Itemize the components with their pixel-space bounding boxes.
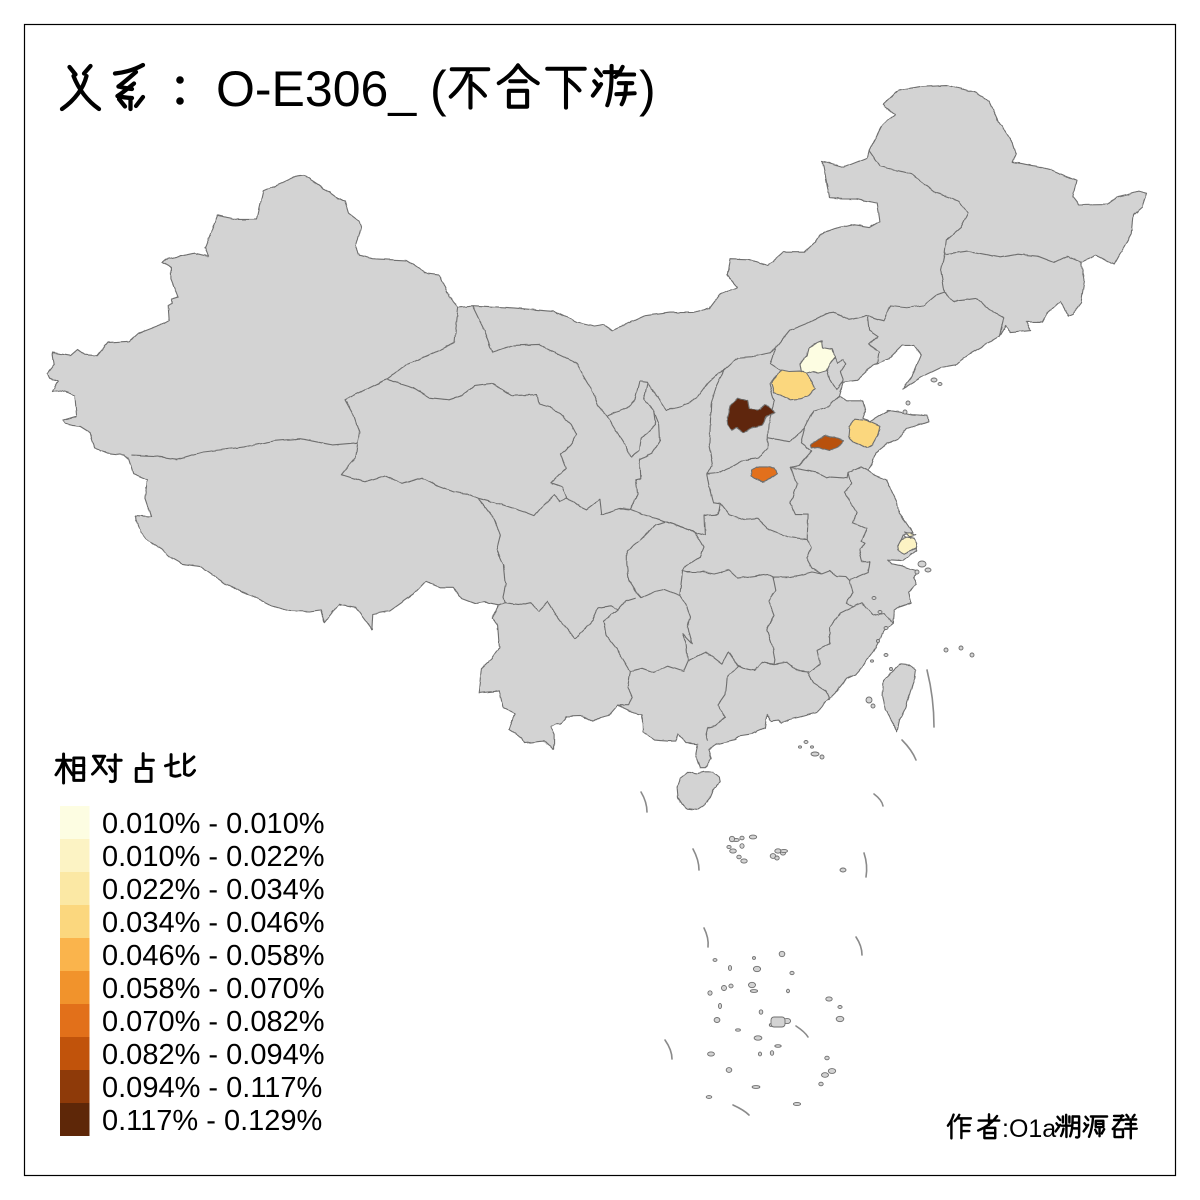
svg-text:0.070% - 0.082%: 0.070% - 0.082% <box>102 1006 324 1038</box>
svg-text:0.058% - 0.070%: 0.058% - 0.070% <box>102 973 324 1005</box>
svg-text:O-E306_ (: O-E306_ ( <box>216 61 447 117</box>
svg-text:0.034% - 0.046%: 0.034% - 0.046% <box>102 907 324 939</box>
svg-text:0.022% - 0.034%: 0.022% - 0.034% <box>102 874 324 906</box>
svg-text:0.046% - 0.058%: 0.046% - 0.058% <box>102 940 324 972</box>
svg-text::O1a: :O1a <box>1002 1115 1056 1143</box>
svg-text:): ) <box>639 61 656 117</box>
svg-text:0.082% - 0.094%: 0.082% - 0.094% <box>102 1039 324 1071</box>
svg-text:0.117% - 0.129%: 0.117% - 0.129% <box>102 1105 322 1137</box>
svg-text:0.094% - 0.117%: 0.094% - 0.117% <box>102 1072 322 1104</box>
svg-text:0.010% - 0.010%: 0.010% - 0.010% <box>102 808 324 840</box>
svg-text:0.010% - 0.022%: 0.010% - 0.022% <box>102 841 324 873</box>
